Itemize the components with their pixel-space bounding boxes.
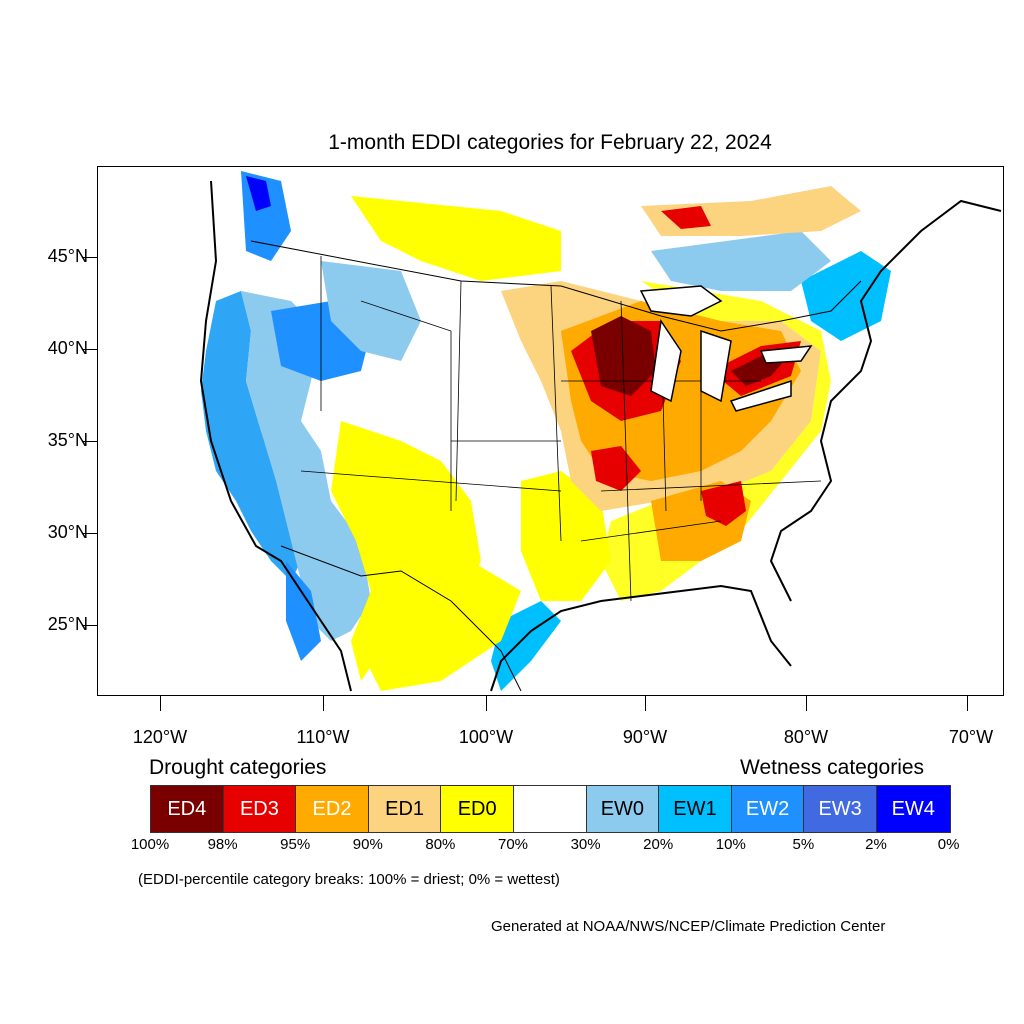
breaks-note: (EDDI-percentile category breaks: 100% =…: [138, 871, 560, 888]
lat-label-45: 45°N: [47, 246, 88, 266]
lat-label-35: 35°N: [47, 430, 88, 450]
legend-swatch-ew1: EW1: [659, 786, 732, 832]
percentile-break-label: 80%: [425, 836, 456, 853]
percentile-break-label: 95%: [280, 836, 311, 853]
region-ew0-west: [241, 291, 371, 641]
lat-tick: [82, 349, 97, 350]
credit-line: Generated at NOAA/NWS/NCEP/Climate Predi…: [491, 918, 886, 935]
region-ew4-pnw: [246, 176, 271, 211]
map-canvas: [199, 171, 1002, 692]
canada-border: [250, 240, 862, 332]
legend-swatch-ew4: EW4: [876, 786, 950, 832]
lon-tick: [806, 696, 807, 711]
map-title: 1-month EDDI categories for February 22,…: [328, 131, 772, 154]
coastline: [199, 180, 1002, 692]
region-ew2-baja: [286, 561, 321, 661]
region-ed3-georgia: [701, 481, 746, 526]
percentile-break-label: 100%: [130, 836, 170, 853]
legend-swatch-ed2: ED2: [296, 786, 369, 832]
percentile-break-label: 20%: [643, 836, 674, 853]
lon-label-110: 110°W: [296, 727, 350, 747]
lat-tick: [82, 533, 97, 534]
percentile-break-label: 0%: [937, 836, 960, 853]
region-ed4-wisconsin: [591, 316, 656, 396]
lon-label-120: 120°W: [132, 727, 188, 747]
lon-label-80: 80°W: [783, 727, 829, 747]
category-legend: ED4 ED3 ED2 ED1 ED0 EW0 EW1 EW2 EW3 EW4: [150, 785, 951, 833]
legend-swatch-ew2: EW2: [731, 786, 805, 832]
legend-swatch-ed1: ED1: [368, 786, 442, 832]
wetness-heading: Wetness categories: [740, 756, 925, 779]
lat-label-40: 40°N: [47, 338, 88, 358]
lon-tick: [967, 696, 968, 711]
region-ed0-plains: [521, 471, 611, 601]
lon-tick: [323, 696, 324, 711]
percentile-break-label: 10%: [715, 836, 746, 853]
eddi-map: [97, 166, 1004, 696]
region-ed0-texas: [361, 561, 521, 691]
lon-tick: [486, 696, 487, 711]
lat-tick: [82, 257, 97, 258]
lon-tick: [645, 696, 646, 711]
great-lakes: [639, 285, 813, 412]
legend-swatch-ew3: EW3: [804, 786, 877, 832]
percentile-break-label: 70%: [497, 836, 529, 853]
lon-tick: [160, 696, 161, 711]
lat-tick: [82, 625, 97, 626]
mexico-border: [280, 545, 522, 692]
region-ed0-southwest: [331, 421, 481, 681]
percentile-break-label: 5%: [792, 836, 815, 853]
percentile-break-label: 90%: [352, 836, 383, 853]
region-ed3-arkansas: [591, 446, 641, 491]
drought-heading: Drought categories: [149, 756, 327, 779]
legend-swatch-ew0: EW0: [586, 786, 660, 832]
lon-label-70: 70°W: [948, 727, 994, 747]
lon-label-100: 100°W: [458, 727, 514, 747]
legend-swatch-ed3: ED3: [223, 786, 297, 832]
region-ew0-montana: [321, 261, 421, 361]
legend-swatch-ed4: ED4: [151, 786, 224, 832]
region-ed3-canada-north: [661, 206, 711, 229]
region-ed0-canada: [351, 196, 561, 281]
legend-swatch-ed0: ED0: [441, 786, 514, 832]
percentile-break-label: 98%: [207, 836, 238, 853]
legend-swatch-neutral: [513, 786, 587, 832]
percentile-break-label: 2%: [865, 836, 887, 853]
lat-label-30: 30°N: [47, 522, 88, 542]
lon-label-90: 90°W: [622, 727, 668, 747]
lat-tick: [82, 441, 97, 442]
lat-label-25: 25°N: [47, 614, 88, 634]
percentile-break-label: 30%: [570, 836, 601, 853]
region-ew1-west-coast: [201, 291, 301, 581]
region-ew0-great-lakes-north: [651, 231, 831, 291]
